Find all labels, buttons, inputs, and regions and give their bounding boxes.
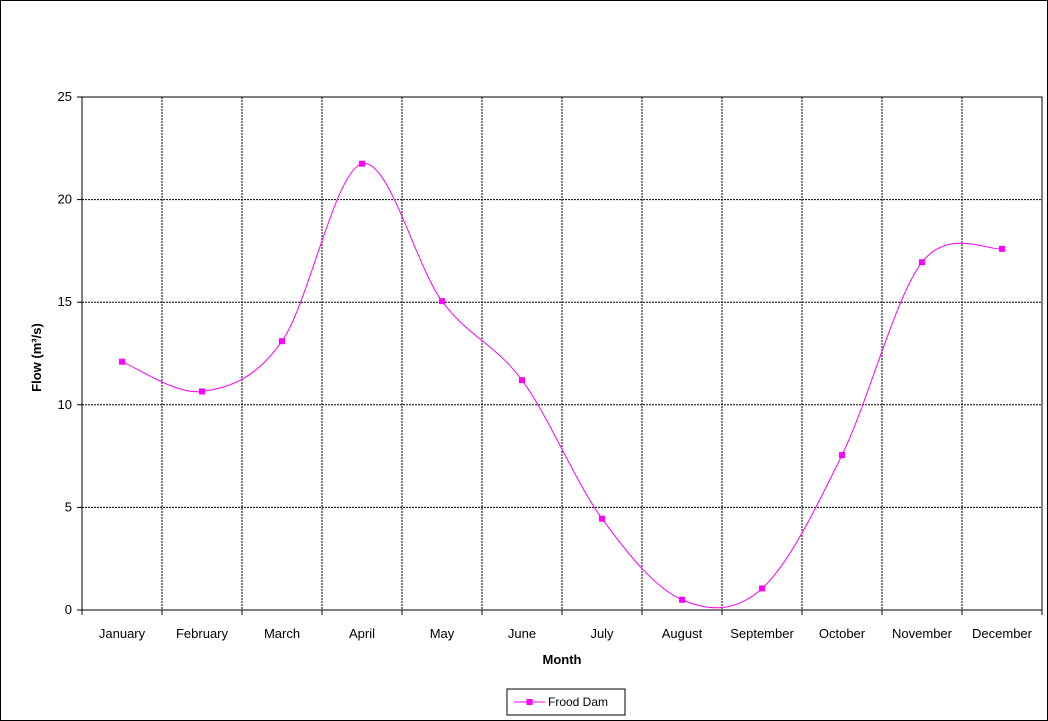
y-tick-label-1: 5 [65, 499, 72, 514]
y-tick-label-4: 20 [58, 192, 72, 207]
y-axis-ticks: 0 5 10 15 20 25 [58, 89, 82, 617]
data-point-february [199, 388, 205, 395]
data-point-july [599, 515, 605, 522]
data-point-april [359, 160, 365, 167]
y-tick-label-5: 25 [58, 89, 72, 104]
series-layer [119, 160, 1005, 609]
grid [82, 96, 1042, 610]
x-tick-label-august: August [662, 626, 703, 641]
x-tick-label-november: November [892, 626, 953, 641]
x-tick-label-february: February [176, 626, 229, 641]
y-axis-title: Flow (m³/s) [29, 323, 44, 392]
x-tick-label-may: May [430, 626, 455, 641]
data-point-january [119, 358, 125, 365]
y-tick-label-0: 0 [65, 602, 72, 617]
x-tick-label-september: September [730, 626, 794, 641]
x-tick-label-march: March [264, 626, 300, 641]
x-tick-label-june: June [508, 626, 536, 641]
data-point-august [679, 596, 685, 603]
x-tick-label-october: October [819, 626, 866, 641]
x-tick-label-december: December [972, 626, 1033, 641]
x-tick-label-january: January [99, 626, 146, 641]
y-tick-label-2: 10 [58, 397, 72, 412]
legend: Frood Dam [506, 688, 626, 716]
data-point-march [279, 338, 285, 345]
x-tick-label-july: July [590, 626, 614, 641]
x-tick-label-april: April [349, 626, 375, 641]
data-point-september [759, 585, 765, 592]
y-tick-label-3: 15 [58, 294, 72, 309]
data-point-december [999, 245, 1005, 252]
legend-swatch-marker [526, 699, 533, 705]
data-point-november [919, 259, 925, 266]
data-point-october [839, 452, 845, 459]
data-point-june [519, 377, 525, 384]
legend-entry-frood-dam: Frood Dam [548, 695, 608, 709]
x-axis-ticks: January February March April May June July Augu… [81, 610, 1043, 641]
x-axis-title: Month [543, 652, 582, 667]
data-point-may [439, 298, 445, 305]
